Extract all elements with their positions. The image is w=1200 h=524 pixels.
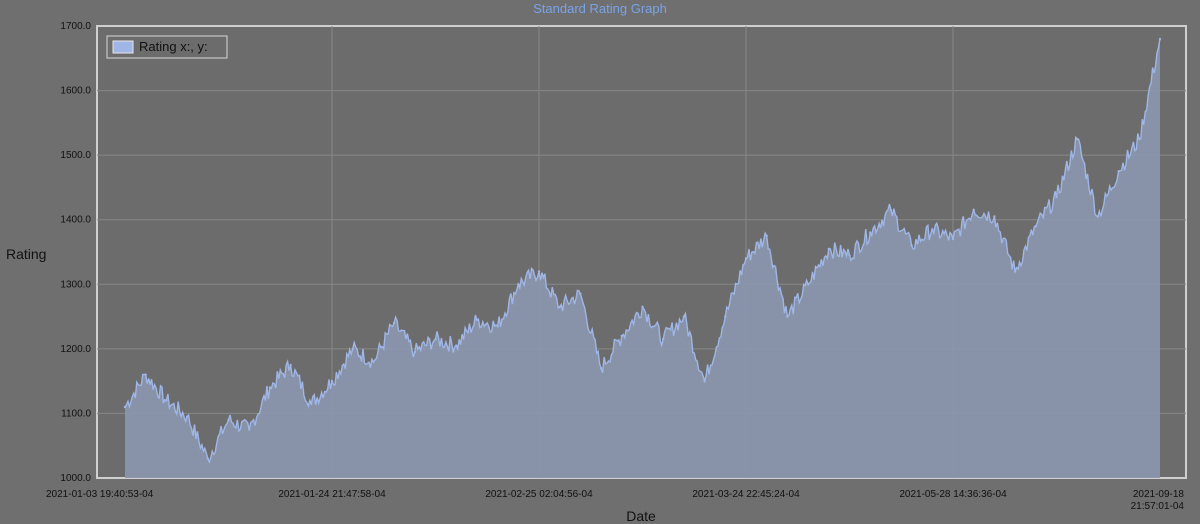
rating-point — [703, 379, 706, 383]
rating-point — [537, 270, 541, 273]
x-tick-label: 2021-05-28 14:36:36-04 — [899, 489, 1007, 500]
rating-point — [227, 418, 230, 422]
x-tick-label: 2021-01-24 21:47:58-04 — [278, 489, 386, 500]
rating-point — [827, 247, 830, 250]
rating-point — [248, 428, 251, 431]
legend-label: Rating x:, y: — [139, 39, 208, 54]
rating-point — [1158, 37, 1162, 41]
rating-point — [144, 373, 147, 376]
rating-point — [1076, 137, 1079, 141]
rating-point — [434, 338, 437, 341]
y-tick-label: 1700.0 — [60, 21, 91, 32]
rating-point — [558, 305, 561, 309]
x-tick-label: 2021-03-24 22:45:24-04 — [692, 489, 800, 500]
rating-point — [848, 254, 851, 257]
x-tick-label: 2021-01-03 19:40:53-04 — [46, 489, 154, 500]
rating-point — [641, 305, 644, 309]
rating-point — [455, 344, 458, 347]
rating-point — [993, 215, 996, 218]
rating-point — [744, 257, 748, 260]
y-tick-label: 1100.0 — [61, 408, 91, 419]
rating-point — [786, 315, 789, 318]
rating-point — [289, 363, 292, 367]
rating-point — [165, 399, 168, 402]
rating-point — [1055, 195, 1058, 199]
legend-swatch — [112, 40, 134, 54]
rating-point — [599, 367, 603, 370]
y-tick-label: 1400.0 — [60, 215, 91, 226]
y-tick-label: 1300.0 — [60, 279, 91, 290]
x-axis-label: Date — [626, 508, 656, 524]
legend-box — [106, 35, 228, 59]
rating-point — [806, 283, 810, 286]
rating-point — [765, 234, 768, 238]
y-axis-label: Rating — [6, 246, 46, 262]
rating-point — [1138, 137, 1141, 141]
y-tick-label: 1000.0 — [60, 473, 91, 484]
rating-point — [662, 338, 665, 341]
rating-point — [475, 318, 479, 321]
rating-point — [185, 415, 189, 418]
rating-point — [206, 457, 209, 460]
rating-point — [910, 244, 913, 247]
rating-point — [579, 292, 582, 296]
rating-point — [682, 315, 686, 318]
y-tick-label: 1200.0 — [60, 344, 91, 355]
legend[interactable]: Rating x:, y: — [106, 35, 228, 59]
chart-title: Standard Rating Graph — [533, 1, 667, 16]
rating-area — [125, 38, 1160, 479]
x-axis-ticks: 2021-01-03 19:40:53-04 2021-01-24 21:47:5… — [46, 489, 1184, 512]
y-tick-label: 1500.0 — [60, 150, 91, 161]
rating-point — [951, 237, 955, 241]
series-layer — [123, 37, 1162, 479]
rating-point — [931, 228, 934, 231]
rating-point — [392, 321, 396, 325]
x-tick-label: 2021-02-25 02:04:56-04 — [485, 489, 593, 500]
rating-point — [1034, 225, 1038, 228]
rating-point — [310, 402, 313, 405]
rating-point — [1013, 270, 1017, 273]
rating-point — [620, 334, 623, 338]
rating-point — [268, 386, 272, 389]
rating-point — [1117, 170, 1120, 173]
rating-point — [496, 325, 499, 328]
y-axis-ticks: 1000.0 1100.0 1200.0 1300.0 1400.0 1500.0 1600… — [60, 21, 91, 484]
rating-point — [413, 350, 416, 354]
rating-point — [1096, 215, 1100, 218]
x-tick-label: 2021-09-18 21:57:01-04 — [1131, 489, 1185, 512]
rating-point — [123, 405, 127, 409]
rating-point — [517, 283, 520, 286]
rating-point — [351, 347, 354, 351]
rating-point — [724, 315, 727, 318]
rating-point — [889, 208, 893, 212]
y-tick-label: 1600.0 — [60, 86, 91, 97]
rating-point — [330, 379, 334, 383]
rating-point — [372, 360, 375, 363]
rating-point — [972, 208, 975, 212]
rating-point — [869, 231, 872, 234]
